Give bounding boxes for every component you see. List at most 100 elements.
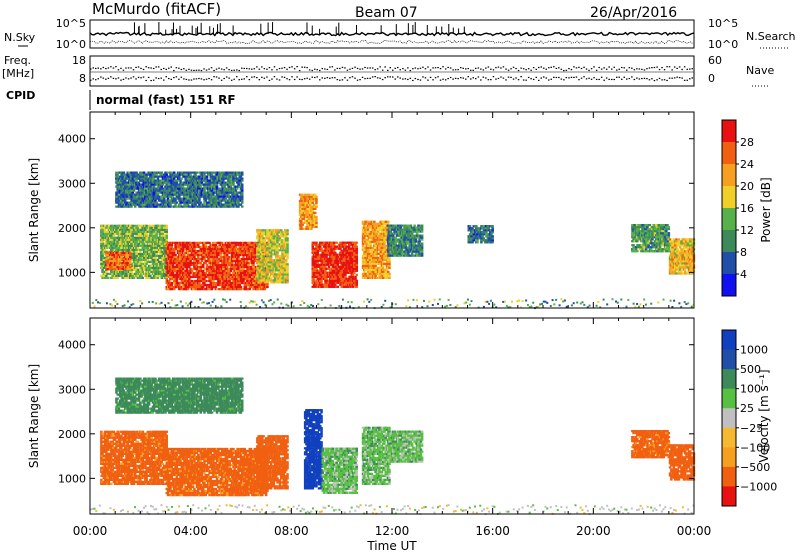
echo-cell [150, 242, 153, 245]
echo-cell [105, 244, 108, 247]
echo-cell [243, 275, 246, 279]
echo-cell [276, 265, 279, 268]
freq-mark [477, 67, 480, 69]
echo-cell [370, 266, 374, 269]
echo-cell [110, 261, 113, 265]
freq-mark [311, 69, 313, 72]
echo-cell [113, 238, 117, 241]
echo-cell [321, 255, 324, 258]
echo-cell [321, 261, 324, 264]
echo-cell [101, 236, 104, 239]
echo-cell [178, 283, 181, 287]
echo-cell [146, 228, 150, 231]
freq-mark [132, 69, 135, 71]
echo-cell [203, 245, 206, 249]
echo-cell [110, 267, 113, 271]
echo-cell [353, 259, 356, 262]
echo-cell [159, 252, 162, 255]
echo-cell [195, 259, 199, 263]
echo-cell [185, 247, 189, 251]
nave-mark [326, 77, 329, 79]
echo-cell [243, 271, 246, 275]
nave-mark [560, 78, 563, 80]
echo-cell [164, 254, 167, 257]
nave-mark [193, 78, 195, 80]
nave-mark [120, 79, 122, 81]
echo-cell [134, 256, 137, 259]
echo-cell [239, 251, 243, 255]
echo-cell [195, 273, 199, 277]
echo-cell [152, 260, 156, 263]
echo-cell [310, 213, 313, 216]
echo-cell [243, 241, 246, 244]
echo-cell [222, 265, 225, 269]
echo-cell [312, 279, 316, 282]
echo-cell [349, 275, 352, 278]
echo-cell [134, 244, 137, 247]
echo-cell [200, 275, 204, 279]
echo-cell [103, 264, 107, 267]
echo-cell [233, 263, 236, 267]
freq-mark [631, 67, 633, 69]
echo-cell [237, 247, 240, 251]
echo-cell [140, 232, 143, 235]
echo-cell [191, 283, 195, 287]
echo-cell [210, 261, 214, 265]
echo-cell [204, 261, 207, 265]
echo-cell [115, 261, 118, 265]
echo-cell [118, 253, 122, 257]
nave-mark [487, 79, 490, 81]
echo-cell [225, 257, 229, 261]
echo-cell [315, 205, 318, 208]
echo-cell [244, 283, 248, 287]
echo-cell [254, 247, 258, 251]
echo-cell [259, 251, 263, 254]
echo-cell [368, 254, 371, 257]
echo-cell [122, 226, 126, 229]
nave-mark [621, 78, 623, 80]
echo-cell [137, 264, 141, 267]
freq-mark [623, 67, 625, 69]
echo-cell [340, 255, 343, 258]
echo-cell [150, 252, 153, 255]
echo-cell [340, 261, 343, 264]
echo-cell [264, 279, 268, 282]
echo-cell [140, 242, 143, 245]
echo-cell [122, 244, 126, 247]
echo-cell [189, 275, 192, 279]
echo-cell [369, 246, 372, 249]
echo-cell [144, 250, 147, 253]
echo-cell [214, 275, 218, 279]
echo-cell [228, 255, 231, 259]
echo-cell [309, 195, 312, 198]
freq-mark [334, 69, 336, 71]
echo-cell [366, 252, 370, 255]
echo-cell [373, 270, 376, 273]
freq-mark [608, 66, 610, 68]
echo-cell [241, 271, 244, 275]
echo-cell [282, 263, 285, 266]
echo-cell [355, 253, 358, 256]
echo-cell [152, 266, 156, 269]
echo-cell [373, 260, 376, 263]
echo-cell [332, 249, 336, 252]
freq-mark [387, 69, 389, 71]
echo-cell [252, 253, 255, 257]
echo-cell [244, 247, 248, 251]
echo-cell [225, 245, 229, 249]
nave-mark [140, 77, 142, 79]
echo-cell [122, 259, 126, 263]
echo-cell [361, 258, 365, 261]
echo-cell [234, 281, 238, 285]
echo-cell [345, 249, 348, 252]
echo-cell [353, 271, 356, 274]
nave-mark [366, 77, 369, 79]
echo-cell [266, 253, 269, 256]
echo-cell [258, 277, 262, 280]
echo-cell [163, 240, 166, 243]
echo-cell [368, 266, 371, 269]
echo-cell [263, 265, 267, 268]
echo-cell [146, 256, 150, 259]
echo-cell [230, 285, 234, 289]
